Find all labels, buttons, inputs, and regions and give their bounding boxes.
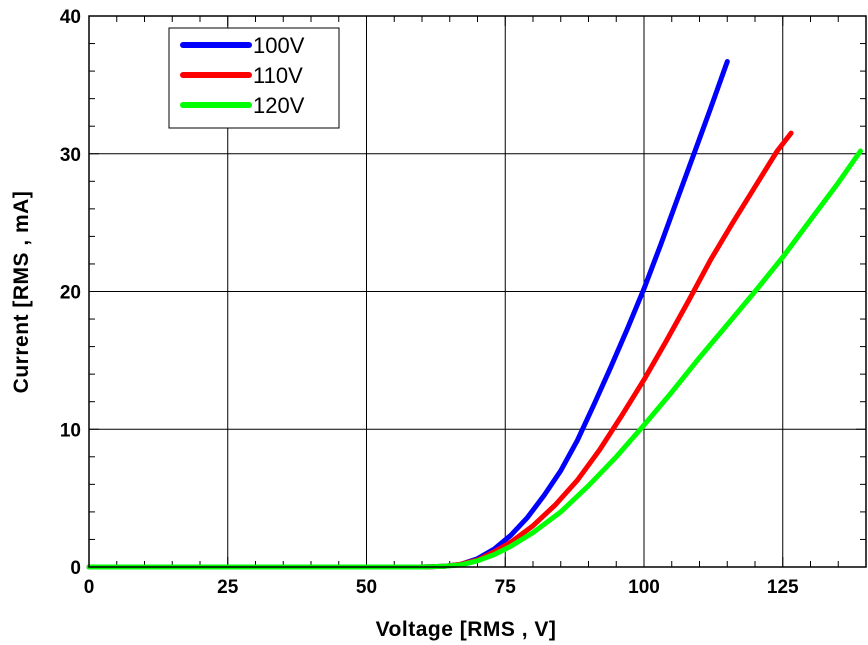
y-tick-label: 30	[60, 145, 81, 166]
y-tick-label: 0	[70, 558, 81, 579]
x-tick-label: 75	[495, 577, 517, 598]
tick-labels: 0 25 50 75 100 125 0 10 20 30 40	[60, 7, 799, 598]
grid	[89, 16, 866, 567]
y-axis-label: Current [RMS , mA]	[10, 191, 33, 394]
plot-frame	[88, 15, 867, 568]
x-tick-label: 0	[84, 577, 95, 598]
x-tick-label: 125	[767, 577, 799, 598]
ticks	[88, 15, 867, 568]
legend: 100V 110V 120V	[168, 27, 340, 129]
series-lines	[86, 59, 863, 570]
x-tick-label: 100	[628, 577, 660, 598]
legend-label: 120V	[253, 93, 305, 118]
legend-label: 110V	[253, 63, 303, 88]
x-tick-label: 50	[356, 577, 377, 598]
y-tick-label: 20	[60, 283, 81, 304]
series-line-100V	[86, 59, 730, 570]
y-tick-label: 10	[60, 420, 81, 441]
legend-label: 100V	[253, 33, 305, 58]
y-tick-label: 40	[60, 7, 81, 28]
series-line-110V	[86, 130, 794, 570]
x-tick-label: 25	[217, 577, 239, 598]
series-line-120V	[86, 148, 863, 570]
x-axis-label: Voltage [RMS , V]	[376, 618, 557, 641]
